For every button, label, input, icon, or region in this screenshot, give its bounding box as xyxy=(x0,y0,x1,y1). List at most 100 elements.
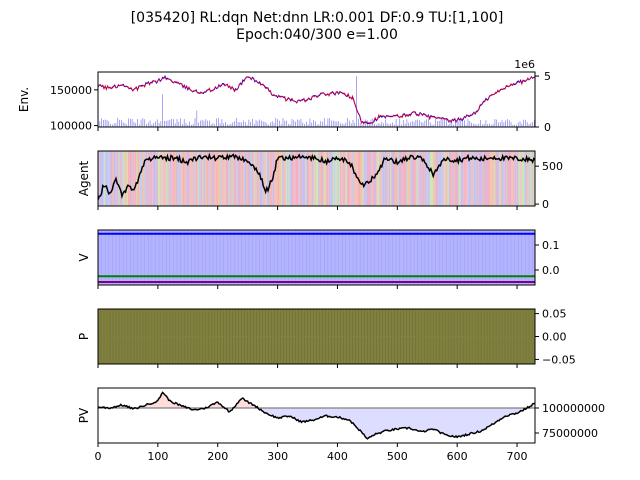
action-band xyxy=(337,151,339,206)
action-band xyxy=(495,151,497,206)
action-band xyxy=(234,151,236,206)
action-band xyxy=(391,151,393,206)
action-band xyxy=(470,151,472,206)
action-band xyxy=(303,151,306,206)
action-band xyxy=(163,151,166,206)
action-band xyxy=(145,151,148,206)
action-band xyxy=(355,151,357,206)
action-band xyxy=(417,151,420,206)
x-tick-label: 500 xyxy=(387,450,408,463)
action-band xyxy=(227,151,229,206)
action-band xyxy=(420,151,422,206)
action-band xyxy=(206,151,209,206)
action-band xyxy=(374,151,377,206)
action-band xyxy=(427,151,429,206)
action-band xyxy=(409,151,411,206)
env-price-line xyxy=(98,74,535,125)
action-band xyxy=(324,151,326,206)
action-band xyxy=(519,151,521,206)
agent-holdings-line xyxy=(98,152,535,201)
action-band xyxy=(430,151,433,206)
action-band xyxy=(297,151,300,206)
action-band xyxy=(215,151,217,206)
action-band xyxy=(258,151,260,206)
action-band xyxy=(143,151,145,206)
action-band xyxy=(458,151,460,206)
action-band xyxy=(378,151,380,206)
action-band xyxy=(120,151,123,206)
action-band xyxy=(435,151,438,206)
action-band xyxy=(436,151,439,206)
action-band xyxy=(472,151,475,206)
action-band xyxy=(100,151,102,206)
action-band xyxy=(438,151,440,206)
action-band xyxy=(307,151,310,206)
panel-agent: 0 500 Agent xyxy=(77,150,563,211)
action-band xyxy=(208,151,210,206)
action-band xyxy=(300,151,302,206)
action-band xyxy=(188,151,191,206)
action-band xyxy=(253,151,256,206)
action-band xyxy=(199,151,202,206)
y-axis-label-agent: Agent xyxy=(77,160,91,196)
action-band xyxy=(394,151,397,206)
action-band xyxy=(203,151,205,206)
action-band xyxy=(332,151,335,206)
action-band xyxy=(99,151,101,206)
action-band xyxy=(448,151,451,206)
action-band xyxy=(500,151,502,206)
action-band xyxy=(106,151,108,206)
action-band xyxy=(205,151,208,206)
action-band xyxy=(257,151,259,206)
action-band xyxy=(109,151,112,206)
action-band xyxy=(315,151,318,206)
action-band xyxy=(242,151,245,206)
action-band xyxy=(515,151,518,206)
action-band xyxy=(461,151,464,206)
action-band xyxy=(126,151,129,206)
action-band xyxy=(493,151,495,206)
plot-area-value xyxy=(98,230,535,285)
action-band xyxy=(353,151,355,206)
action-band xyxy=(166,151,168,206)
action-band xyxy=(406,151,409,206)
action-band xyxy=(293,151,295,206)
action-band xyxy=(224,151,227,206)
y-tick-label: 0.00 xyxy=(542,331,567,344)
action-band xyxy=(150,151,153,206)
action-band xyxy=(252,151,254,206)
action-band xyxy=(484,151,487,206)
action-band xyxy=(265,151,268,206)
action-band xyxy=(173,151,175,206)
action-band xyxy=(422,151,424,206)
action-band xyxy=(418,151,421,206)
action-band xyxy=(228,151,230,206)
action-band xyxy=(186,151,189,206)
action-band xyxy=(473,151,476,206)
action-band xyxy=(335,151,337,206)
action-band xyxy=(211,151,214,206)
action-band xyxy=(478,151,481,206)
action-band xyxy=(497,151,500,206)
action-band xyxy=(506,151,508,206)
action-band xyxy=(463,151,465,206)
action-band xyxy=(144,151,147,206)
action-band xyxy=(440,151,442,206)
action-band xyxy=(392,151,395,206)
x-tick-label: 700 xyxy=(507,450,528,463)
panel-portfolio_value: 100000000 75000000 0 100 200 300 400 500 600 700 P… xyxy=(77,387,605,463)
action-band xyxy=(171,151,173,206)
action-band xyxy=(491,151,494,206)
action-band xyxy=(505,151,507,206)
action-band xyxy=(475,151,477,206)
action-band xyxy=(244,151,246,206)
action-band xyxy=(325,151,327,206)
action-band xyxy=(414,151,416,206)
action-band xyxy=(460,151,463,206)
action-band xyxy=(131,151,134,206)
action-band xyxy=(408,151,410,206)
action-band xyxy=(483,151,486,206)
action-band xyxy=(511,151,513,206)
action-band xyxy=(256,151,258,206)
action-band xyxy=(169,151,172,206)
